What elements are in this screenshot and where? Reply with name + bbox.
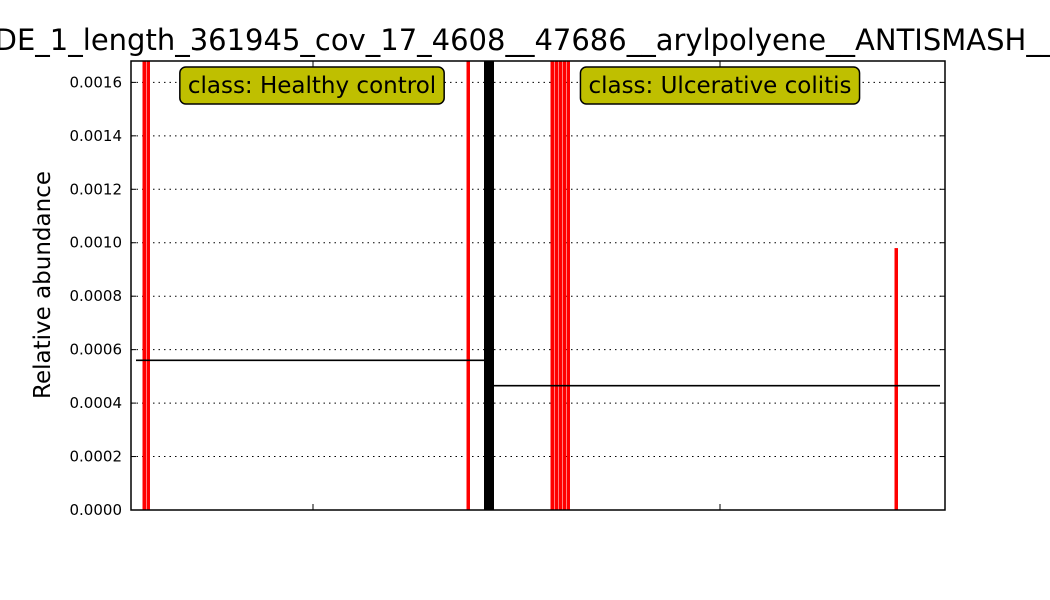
y-tick-label: 0.0002	[70, 448, 123, 466]
class-mean-lines	[136, 359, 940, 387]
bar	[558, 61, 562, 510]
bar	[894, 248, 898, 511]
bars	[142, 61, 898, 511]
y-tick-label: 0.0014	[70, 127, 123, 145]
bar	[146, 61, 150, 510]
y-axis-label: Relative abundance	[30, 171, 56, 399]
chart-title: DE_1_length_361945_cov_17_4608__47686__a…	[0, 23, 1050, 57]
class-label: class: Ulcerative colitis	[588, 73, 851, 99]
class-label-background	[579, 66, 861, 105]
y-tick-label: 0.0006	[70, 341, 123, 359]
class-label: class: Healthy control	[188, 73, 436, 99]
y-tick-label: 0.0012	[70, 180, 123, 198]
bar	[550, 61, 554, 510]
class-labels: class: Healthy control class: Ulcerative …	[179, 66, 861, 105]
bar	[566, 61, 570, 510]
class-label-box: class: Healthy control	[179, 66, 445, 105]
bar	[562, 61, 566, 510]
y-tick-label: 0.0010	[70, 234, 123, 252]
bar	[142, 61, 146, 510]
y-tick-label: 0.0008	[70, 287, 123, 305]
y-tick-label: 0.0000	[70, 501, 123, 519]
bar	[466, 61, 470, 510]
plot-frame	[130, 60, 946, 511]
grid-lines	[131, 81, 945, 458]
class-label-background	[179, 66, 445, 105]
class-label-box: class: Ulcerative colitis	[579, 66, 861, 105]
x-ticks	[312, 61, 721, 510]
y-ticks: 0.0000 0.0002 0.0004 0.0006 0.0008 0.0010 0.00…	[70, 73, 945, 519]
y-tick-label: 0.0016	[70, 73, 123, 91]
bar	[554, 61, 558, 510]
class-separator	[484, 61, 494, 510]
y-tick-label: 0.0004	[70, 394, 123, 412]
